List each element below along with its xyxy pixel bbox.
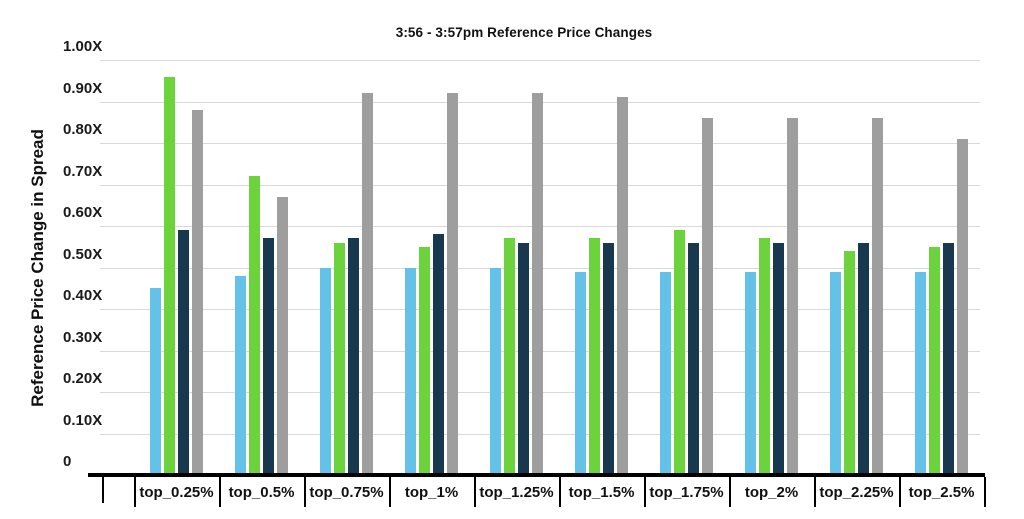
bar-dark-navy-top_0.25%: [178, 230, 189, 473]
bar-gray-top_1.5%: [617, 97, 628, 473]
y-tick-label: 0.20X: [63, 370, 103, 387]
x-category-label: top_1.5%: [568, 483, 635, 501]
bar-gray-top_2.25%: [872, 118, 883, 473]
bar-green-top_2.25%: [844, 251, 855, 473]
bar-green-top_1.75%: [674, 230, 685, 473]
bar-gray-top_2.5%: [957, 139, 968, 473]
x-category-label: top_2.25%: [819, 483, 894, 501]
x-category-label: top_1.25%: [479, 483, 554, 501]
x-axis-divider: [814, 477, 816, 507]
bar-light-blue-top_1%: [405, 268, 416, 474]
bar-gray-top_0.75%: [362, 93, 373, 473]
bar-light-blue-top_0.25%: [150, 288, 161, 473]
bar-dark-navy-top_1%: [433, 234, 444, 473]
bar-green-top_1.25%: [504, 238, 515, 473]
bar-light-blue-top_1.25%: [490, 268, 501, 474]
y-tick-label: 0.30X: [63, 329, 103, 346]
bar-dark-navy-top_2%: [773, 243, 784, 473]
x-axis-divider: [474, 477, 476, 507]
x-axis-divider: [134, 477, 136, 507]
bar-gray-top_0.25%: [192, 110, 203, 473]
bar-dark-navy-top_1.5%: [603, 243, 614, 473]
x-axis-divider: [304, 477, 306, 507]
x-category-label: top_2.5%: [908, 483, 975, 501]
x-category-label: top_2%: [744, 483, 799, 501]
bar-light-blue-top_0.75%: [320, 268, 331, 474]
x-axis-divider: [219, 477, 221, 507]
bar-gray-top_1.25%: [532, 93, 543, 473]
x-axis-divider: [644, 477, 646, 507]
bar-gray-top_2%: [787, 118, 798, 473]
y-tick-label: 0.50X: [63, 246, 103, 263]
bar-light-blue-top_2.25%: [830, 272, 841, 473]
x-category-label: top_0.25%: [139, 483, 214, 501]
bar-dark-navy-top_0.75%: [348, 238, 359, 473]
x-axis-divider: [899, 477, 901, 507]
bar-green-top_1.5%: [589, 238, 600, 473]
x-axis-line: [88, 473, 985, 477]
bar-gray-top_0.5%: [277, 197, 288, 473]
bar-light-blue-top_0.5%: [235, 276, 246, 473]
bar-green-top_0.75%: [334, 243, 345, 473]
x-axis-divider: [389, 477, 391, 507]
x-axis-divider: [984, 477, 986, 507]
x-category-label: top_0.75%: [309, 483, 384, 501]
y-axis-title: Reference Price Change in Spread: [28, 129, 47, 407]
x-axis-divider: [729, 477, 731, 507]
bar-light-blue-top_2%: [745, 272, 756, 473]
bar-green-top_0.5%: [249, 176, 260, 473]
x-axis-divider: [559, 477, 561, 507]
bar-green-top_1%: [419, 247, 430, 473]
x-category-label: top_0.5%: [228, 483, 295, 501]
bar-gray-top_1%: [447, 93, 458, 473]
y-tick-label: 0.40X: [63, 287, 103, 304]
x-category-label: top_1.75%: [649, 483, 724, 501]
bar-dark-navy-top_1.75%: [688, 243, 699, 473]
bar-light-blue-top_1.5%: [575, 272, 586, 473]
bar-gray-top_1.75%: [702, 118, 713, 473]
bar-green-top_2.5%: [929, 247, 940, 473]
bar-light-blue-top_1.75%: [660, 272, 671, 473]
y-tick-label: 1.00X: [63, 38, 103, 55]
bar-green-top_2%: [759, 238, 770, 473]
y-tick-label: 0.70X: [63, 163, 103, 180]
y-tick-label: 0.60X: [63, 204, 103, 221]
chart-title: 3:56 - 3:57pm Reference Price Changes: [395, 25, 653, 40]
bar-light-blue-top_2.5%: [915, 272, 926, 473]
bar-dark-navy-top_0.5%: [263, 238, 274, 473]
y-tick-label: 0.90X: [63, 80, 103, 97]
bar-dark-navy-top_1.25%: [518, 243, 529, 473]
x-category-label: top_1%: [404, 483, 459, 501]
x-axis-left-tick: [102, 477, 104, 503]
y-tick-label: 0.10X: [63, 412, 103, 429]
y-tick-label: 0: [63, 453, 72, 470]
bar-green-top_0.25%: [164, 77, 175, 473]
bar-dark-navy-top_2.25%: [858, 243, 869, 473]
gridline-1.00X: [100, 60, 980, 61]
y-tick-label: 0.80X: [63, 121, 103, 138]
bar-dark-navy-top_2.5%: [943, 243, 954, 473]
